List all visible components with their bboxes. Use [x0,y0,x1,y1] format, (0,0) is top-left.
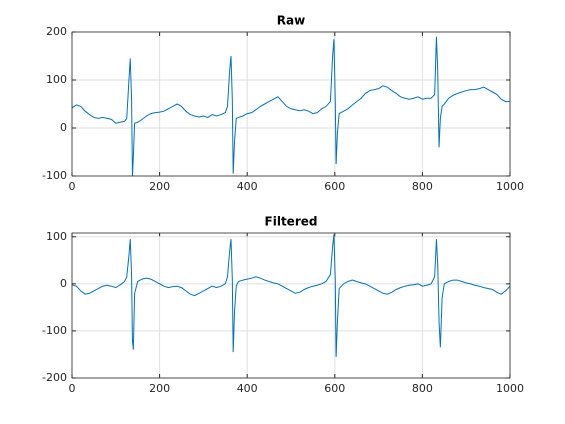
x-tick-label: 200 [149,382,170,395]
y-tick-label: 100 [46,73,67,86]
y-tick-label: -200 [42,371,67,384]
x-tick-label: 600 [324,382,345,395]
y-tick-label: -100 [42,324,67,337]
signal-line [71,234,511,357]
x-tick-label: 400 [237,180,258,193]
x-tick-label: 1000 [496,180,524,193]
axes-box [71,31,511,177]
y-tick-label: 0 [60,277,67,290]
x-tick-label: 0 [69,382,76,395]
x-tick-label: 200 [149,180,170,193]
x-tick-label: 400 [237,382,258,395]
plot-area [72,233,510,378]
y-tick-label: 100 [46,230,67,243]
x-tick-label: 800 [412,382,433,395]
x-tick-label: 1000 [496,382,524,395]
chart-title: Raw [277,14,305,28]
y-tick-label: -100 [42,169,67,182]
x-tick-label: 0 [69,180,76,193]
x-tick-label: 600 [324,180,345,193]
y-tick-label: 200 [46,25,67,38]
chart-title: Filtered [265,215,318,229]
signal-line [71,36,510,177]
x-tick-label: 800 [412,180,433,193]
y-tick-label: 0 [60,121,67,134]
axes-box [71,232,511,379]
